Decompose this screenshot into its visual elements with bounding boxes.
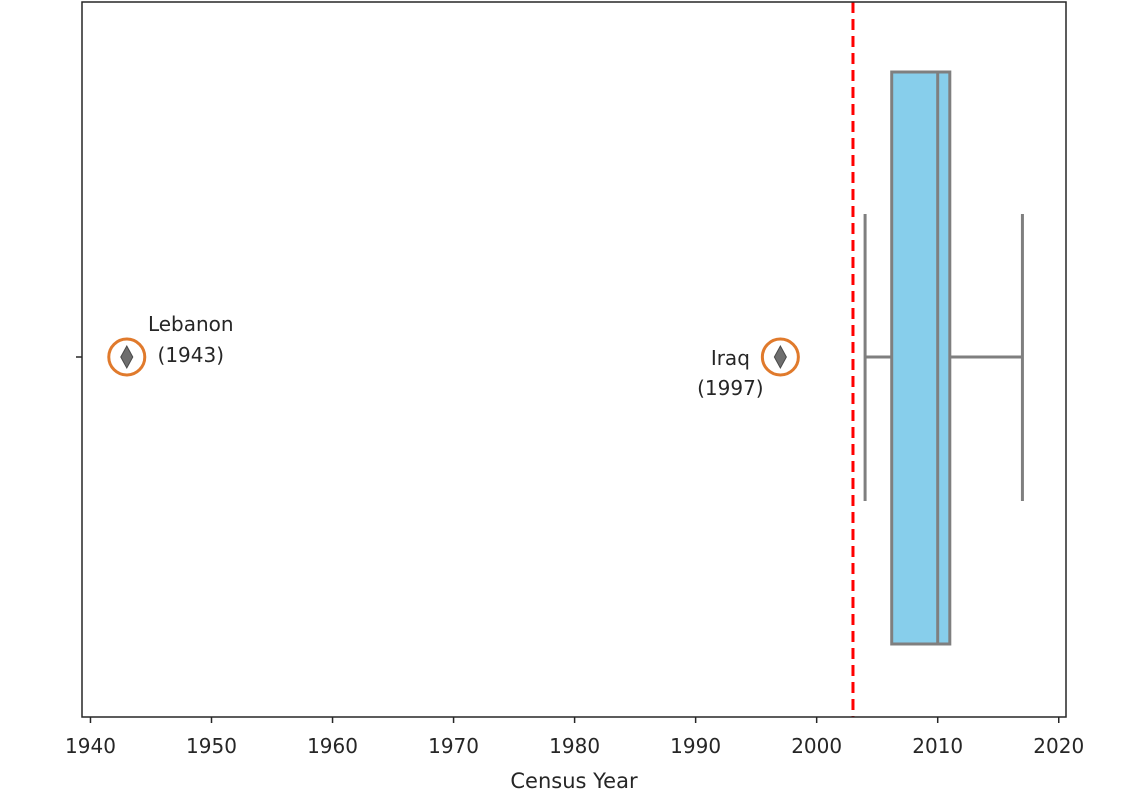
x-tick-label: 1950 (186, 734, 237, 758)
x-tick-label: 2010 (912, 734, 963, 758)
x-tick-label: 1980 (549, 734, 600, 758)
outlier-name-label: Lebanon (148, 312, 234, 336)
iqr-box (890, 70, 952, 646)
outlier-highlight-circle (760, 337, 800, 377)
x-tick-label: 1940 (65, 734, 116, 758)
x-tick-label: 1970 (428, 734, 479, 758)
x-axis-label: Census Year (510, 769, 638, 793)
outlier-year-label: (1943) (158, 343, 225, 367)
x-tick-label: 2000 (791, 734, 842, 758)
outlier-name-label: Iraq (711, 346, 750, 370)
x-axis: 1940 1950 1960 1970 1980 1990 2000 2010 2020 (65, 717, 1084, 758)
chart-marks: Lebanon (1943) Iraq (1997) (107, 2, 1024, 717)
outlier-year-label: (1997) (697, 376, 764, 400)
x-tick-label: 1990 (670, 734, 721, 758)
outlier-highlight-circle (107, 337, 147, 377)
x-tick-label: 2020 (1033, 734, 1084, 758)
outlier-point (773, 344, 787, 370)
outlier-point (120, 344, 134, 370)
x-tick-label: 1960 (307, 734, 358, 758)
